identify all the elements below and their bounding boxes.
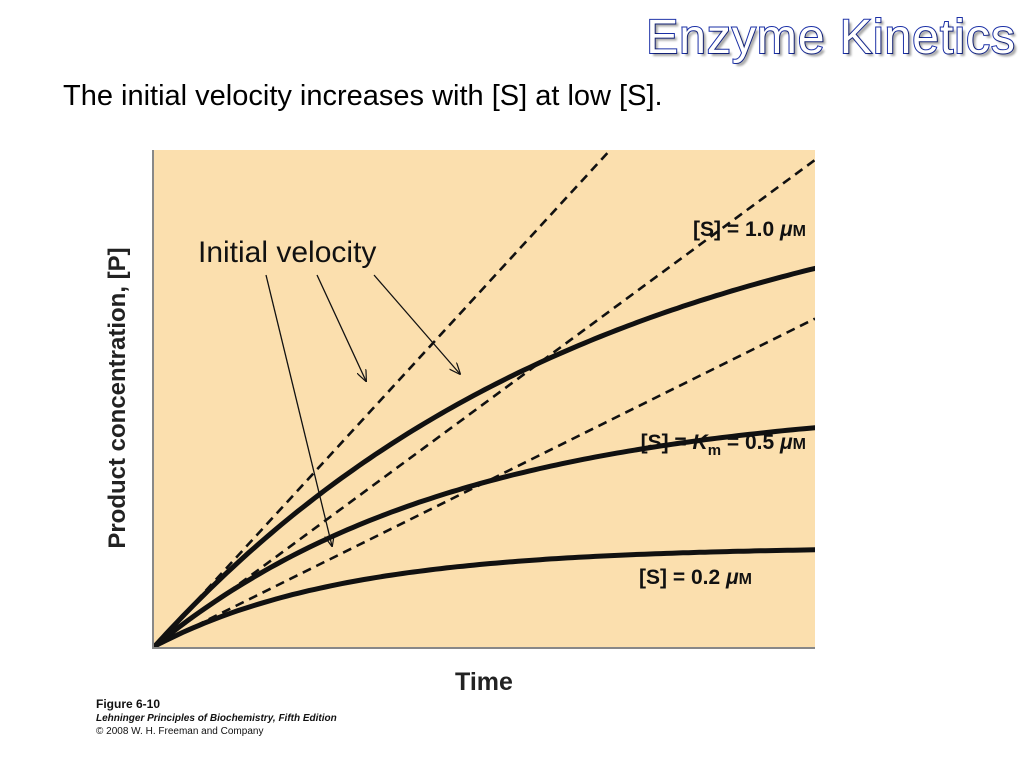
figure-caption: Figure 6-10 Lehninger Principles of Bioc… xyxy=(96,696,337,739)
annotation-arrow-1 xyxy=(265,274,332,546)
figure-copyright: © 2008 W. H. Freeman and Company xyxy=(96,726,264,737)
figure-source: Lehninger Principles of Biochemistry, Fi… xyxy=(96,713,337,724)
progress-curve-3 xyxy=(153,547,815,647)
progress-curve-2 xyxy=(153,425,815,647)
annotation-arrow-2 xyxy=(316,274,366,381)
slide-subtitle: The initial velocity increases with [S] … xyxy=(63,80,663,112)
initial-velocity-tangent-1 xyxy=(154,150,612,647)
x-axis-label: Time xyxy=(455,668,513,696)
annotation-arrow-3 xyxy=(373,274,460,374)
slide-title: Enzyme Kinetics xyxy=(645,10,1016,65)
initial-velocity-tangent-2 xyxy=(154,158,815,647)
annotation-initial-velocity: Initial velocity xyxy=(198,236,376,269)
y-axis-label: Product concentration, [P] xyxy=(104,247,131,548)
figure-number: Figure 6-10 xyxy=(96,697,161,711)
series-label-2: [S] = Km = 0.5 μM xyxy=(641,431,806,459)
progress-curve-1 xyxy=(153,265,815,647)
series-label-3: [S] = 0.2 μM xyxy=(639,566,752,589)
series-label-1: [S] = 1.0 μM xyxy=(693,218,806,241)
